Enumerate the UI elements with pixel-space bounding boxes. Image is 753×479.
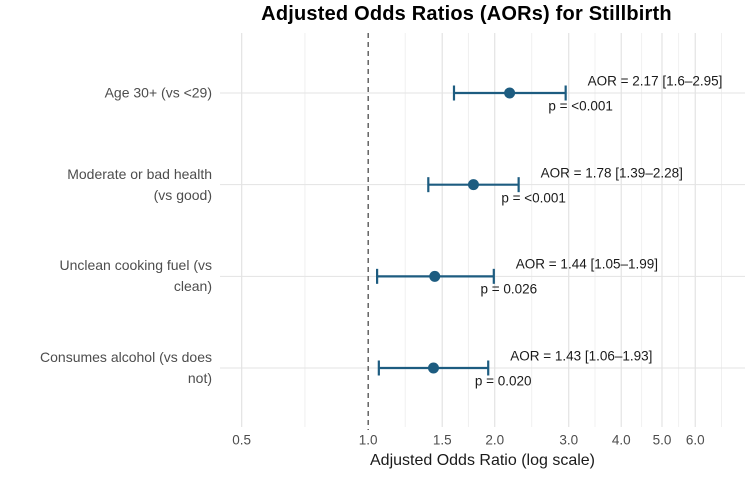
category-label-line: Unclean cooking fuel (vs [59,257,212,274]
x-tick-label: 6.0 [685,432,705,448]
point-estimate [467,179,479,191]
aor-annotation: AOR = 2.17 [1.6–2.95] [587,73,723,89]
point-estimate [504,87,516,99]
category-label-line: (vs good) [153,186,212,203]
x-tick-label: 0.5 [232,432,252,448]
x-tick-label: 2.0 [485,432,505,448]
aor-annotation: AOR = 1.44 [1.05–1.99] [515,256,659,272]
x-tick-label: 1.0 [358,432,378,448]
category-label-fuel: Unclean cooking fuel (vs clean) [0,255,212,297]
p-value-annotation: p = 0.020 [474,373,532,389]
p-value-annotation: p = <0.001 [548,98,613,114]
aor-annotation: AOR = 1.43 [1.06–1.93] [510,348,653,364]
point-estimate [429,270,441,282]
x-tick-label: 5.0 [652,432,672,448]
category-label-line: not) [187,370,212,386]
p-value-annotation: p = <0.001 [501,190,566,206]
category-label-line: Moderate or bad health [67,165,212,182]
point-estimate [427,362,439,374]
x-tick-label: 1.5 [432,432,452,448]
aor-annotation: AOR = 1.78 [1.39–2.28] [540,165,683,181]
category-label-line: clean) [173,278,212,295]
p-value-annotation: p = 0.026 [480,281,538,297]
x-tick-label: 4.0 [611,432,631,448]
category-label-line: Age 30+ (vs <29) [104,84,212,101]
category-label-health: Moderate or bad health (vs good) [0,164,212,206]
chart-title: Adjusted Odds Ratios (AORs) for Stillbir… [261,3,672,25]
category-label-age: Age 30+ (vs <29) [0,83,212,104]
x-tick-label: 3.0 [559,432,579,448]
category-label-line: Consumes alcohol (vs does [40,349,212,365]
category-label-alcohol: Consumes alcohol (vs does not) [0,347,212,389]
x-axis-title: Adjusted Odds Ratio (log scale) [370,452,595,469]
